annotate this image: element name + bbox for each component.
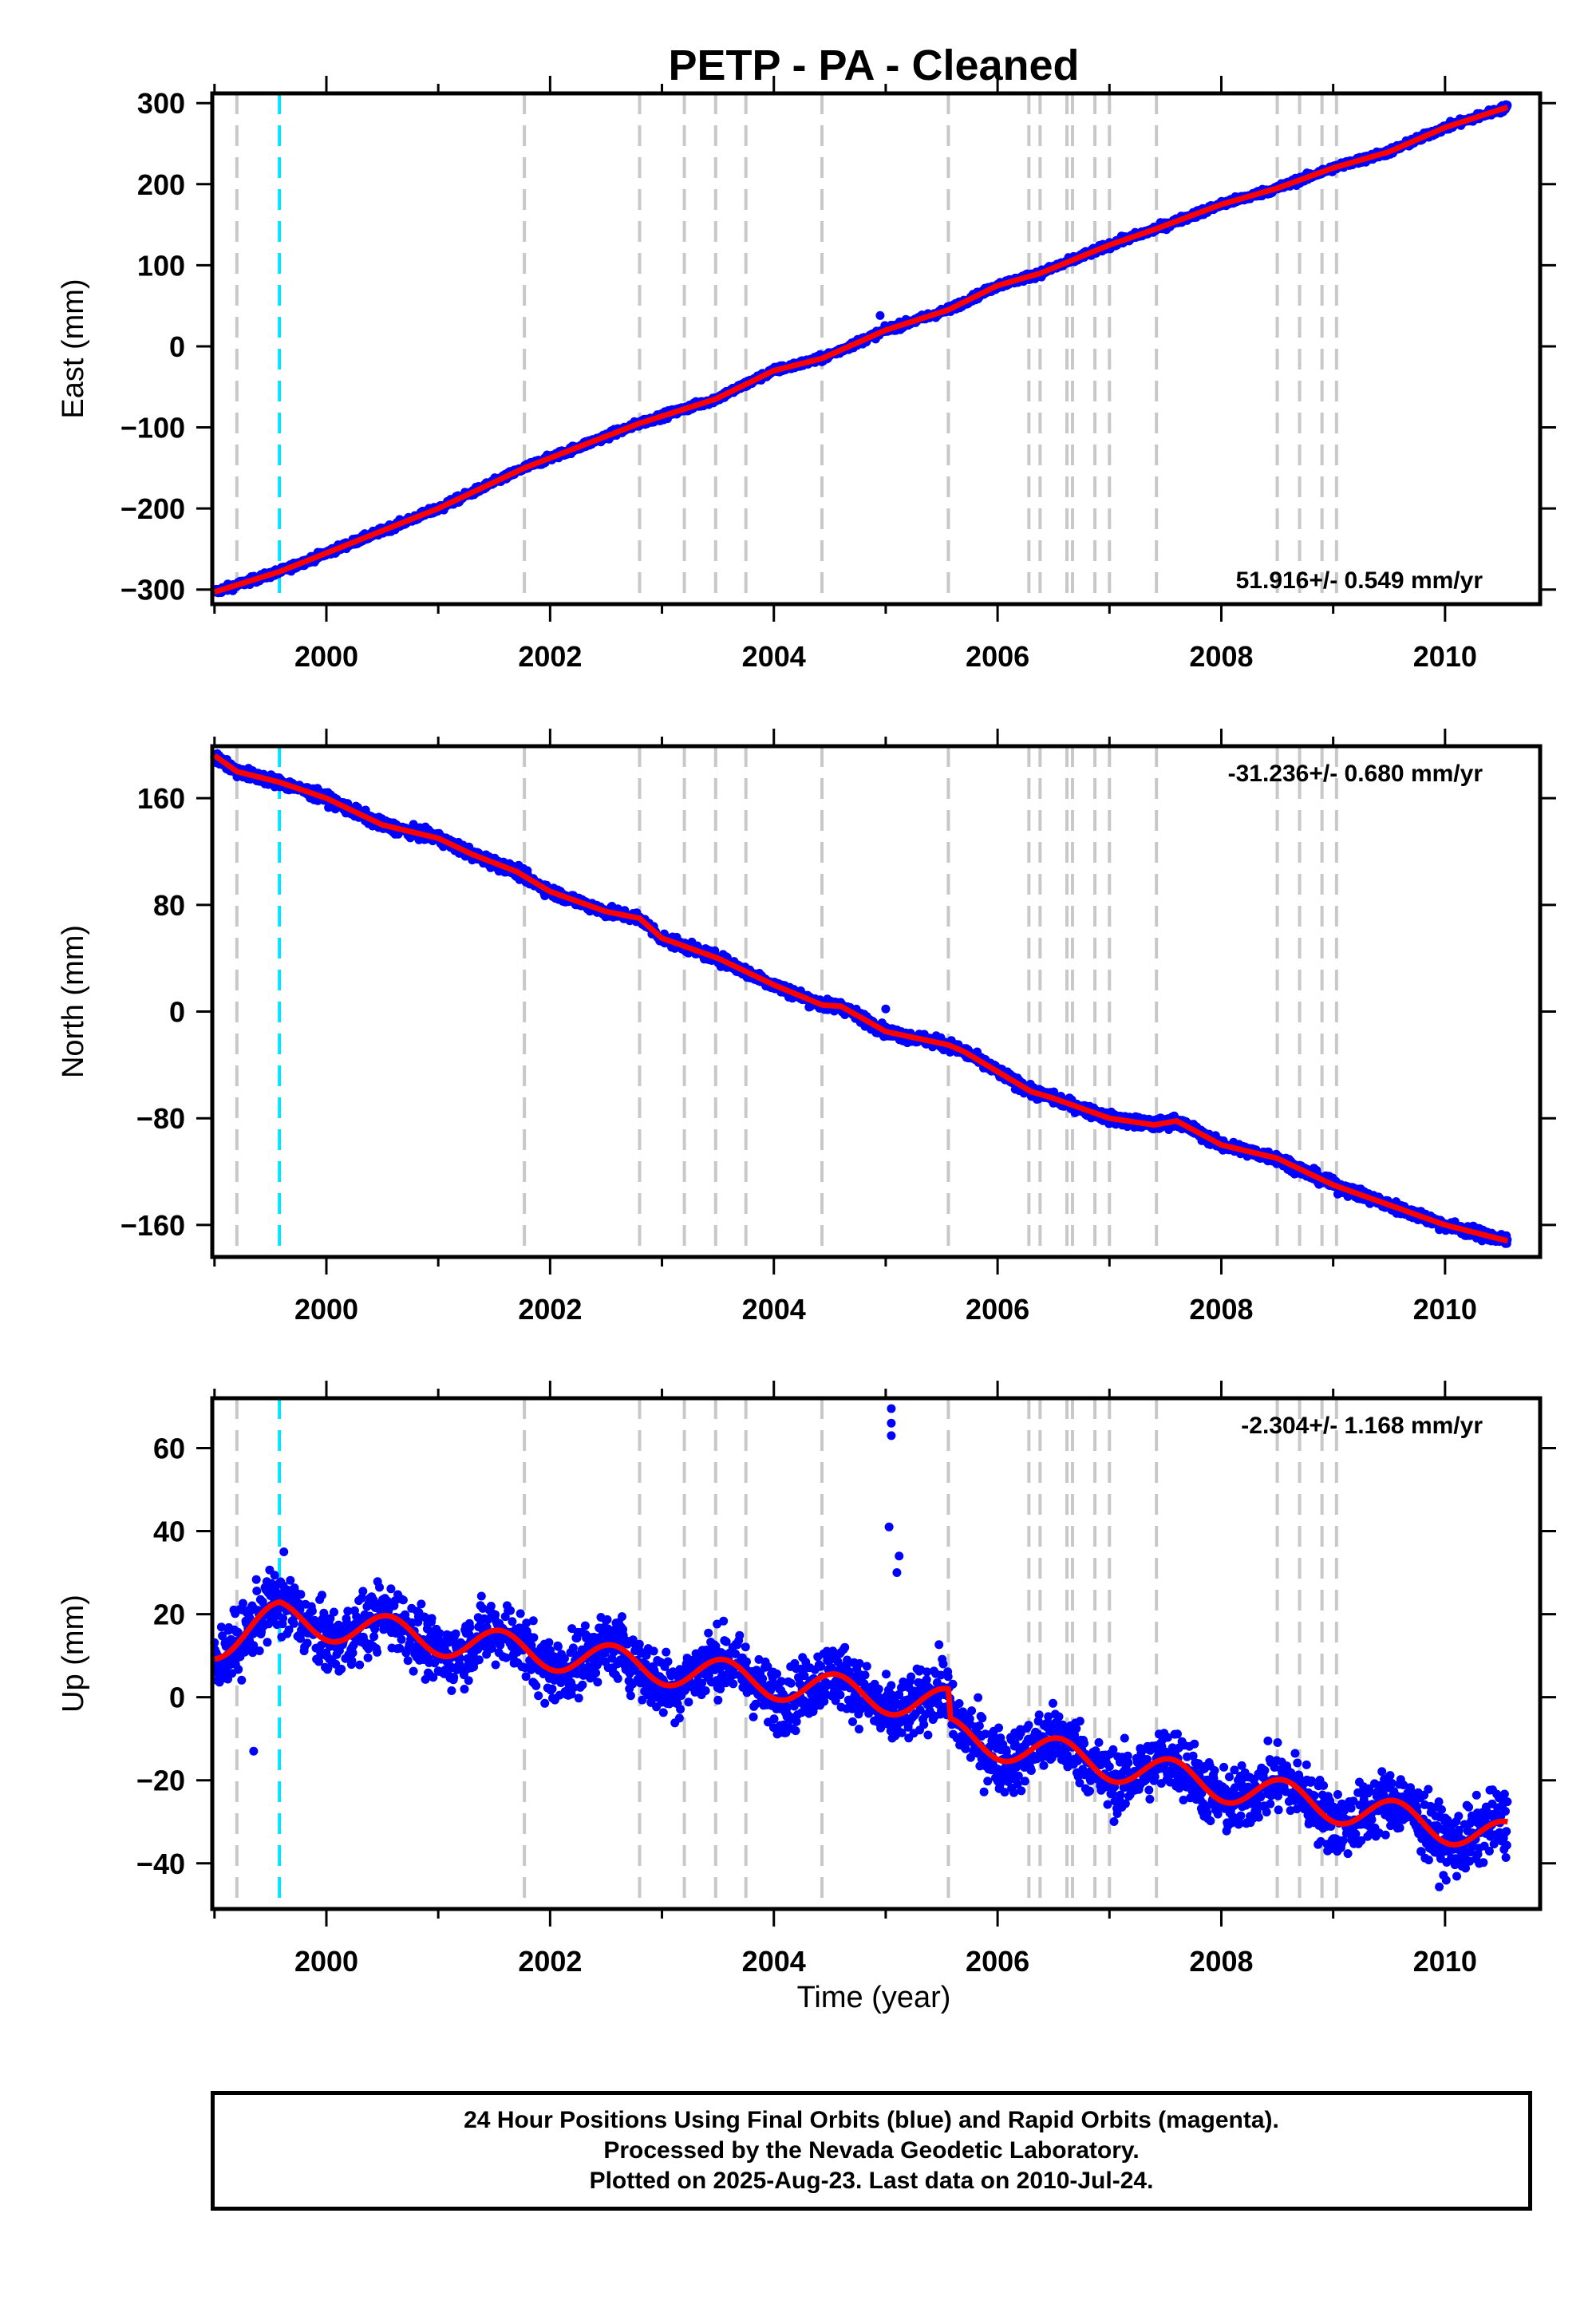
- y-tick-label: −300: [120, 574, 185, 607]
- data-point: [875, 310, 885, 320]
- y-tick-label: 200: [137, 168, 185, 201]
- x-tick-label: 2006: [966, 640, 1029, 673]
- panels: 2000 2002 2004 2006 2008 2010 −300 −200 −100 0 100…: [57, 76, 1556, 1978]
- y-tick-label: −200: [120, 492, 185, 525]
- x-tick-label: 2010: [1413, 640, 1477, 673]
- panel-east: 2000 2002 2004 2006 2008 2010 −300 −200 −100 0 100…: [57, 76, 1556, 673]
- chart-title: PETP - PA - Cleaned: [668, 41, 1079, 89]
- x-tick-label: 2000: [294, 640, 358, 673]
- panel-north: 2000 2002 2004 2006 2008 2010−160−80080160Nor…: [57, 729, 1556, 1326]
- x-tick-label: 2008: [1189, 640, 1253, 673]
- y-tick-label: −100: [120, 412, 185, 445]
- y-tick-label: 100: [137, 249, 185, 282]
- y-tick-label: 0: [169, 330, 185, 363]
- y-axis-label: East (mm): [57, 279, 90, 418]
- rate-label: 51.916+/- 0.549 mm/yr: [1236, 567, 1483, 594]
- x-tick-label: 2002: [518, 640, 582, 673]
- y-tick-label: 300: [137, 87, 185, 120]
- x-tick-label: 2004: [742, 640, 806, 673]
